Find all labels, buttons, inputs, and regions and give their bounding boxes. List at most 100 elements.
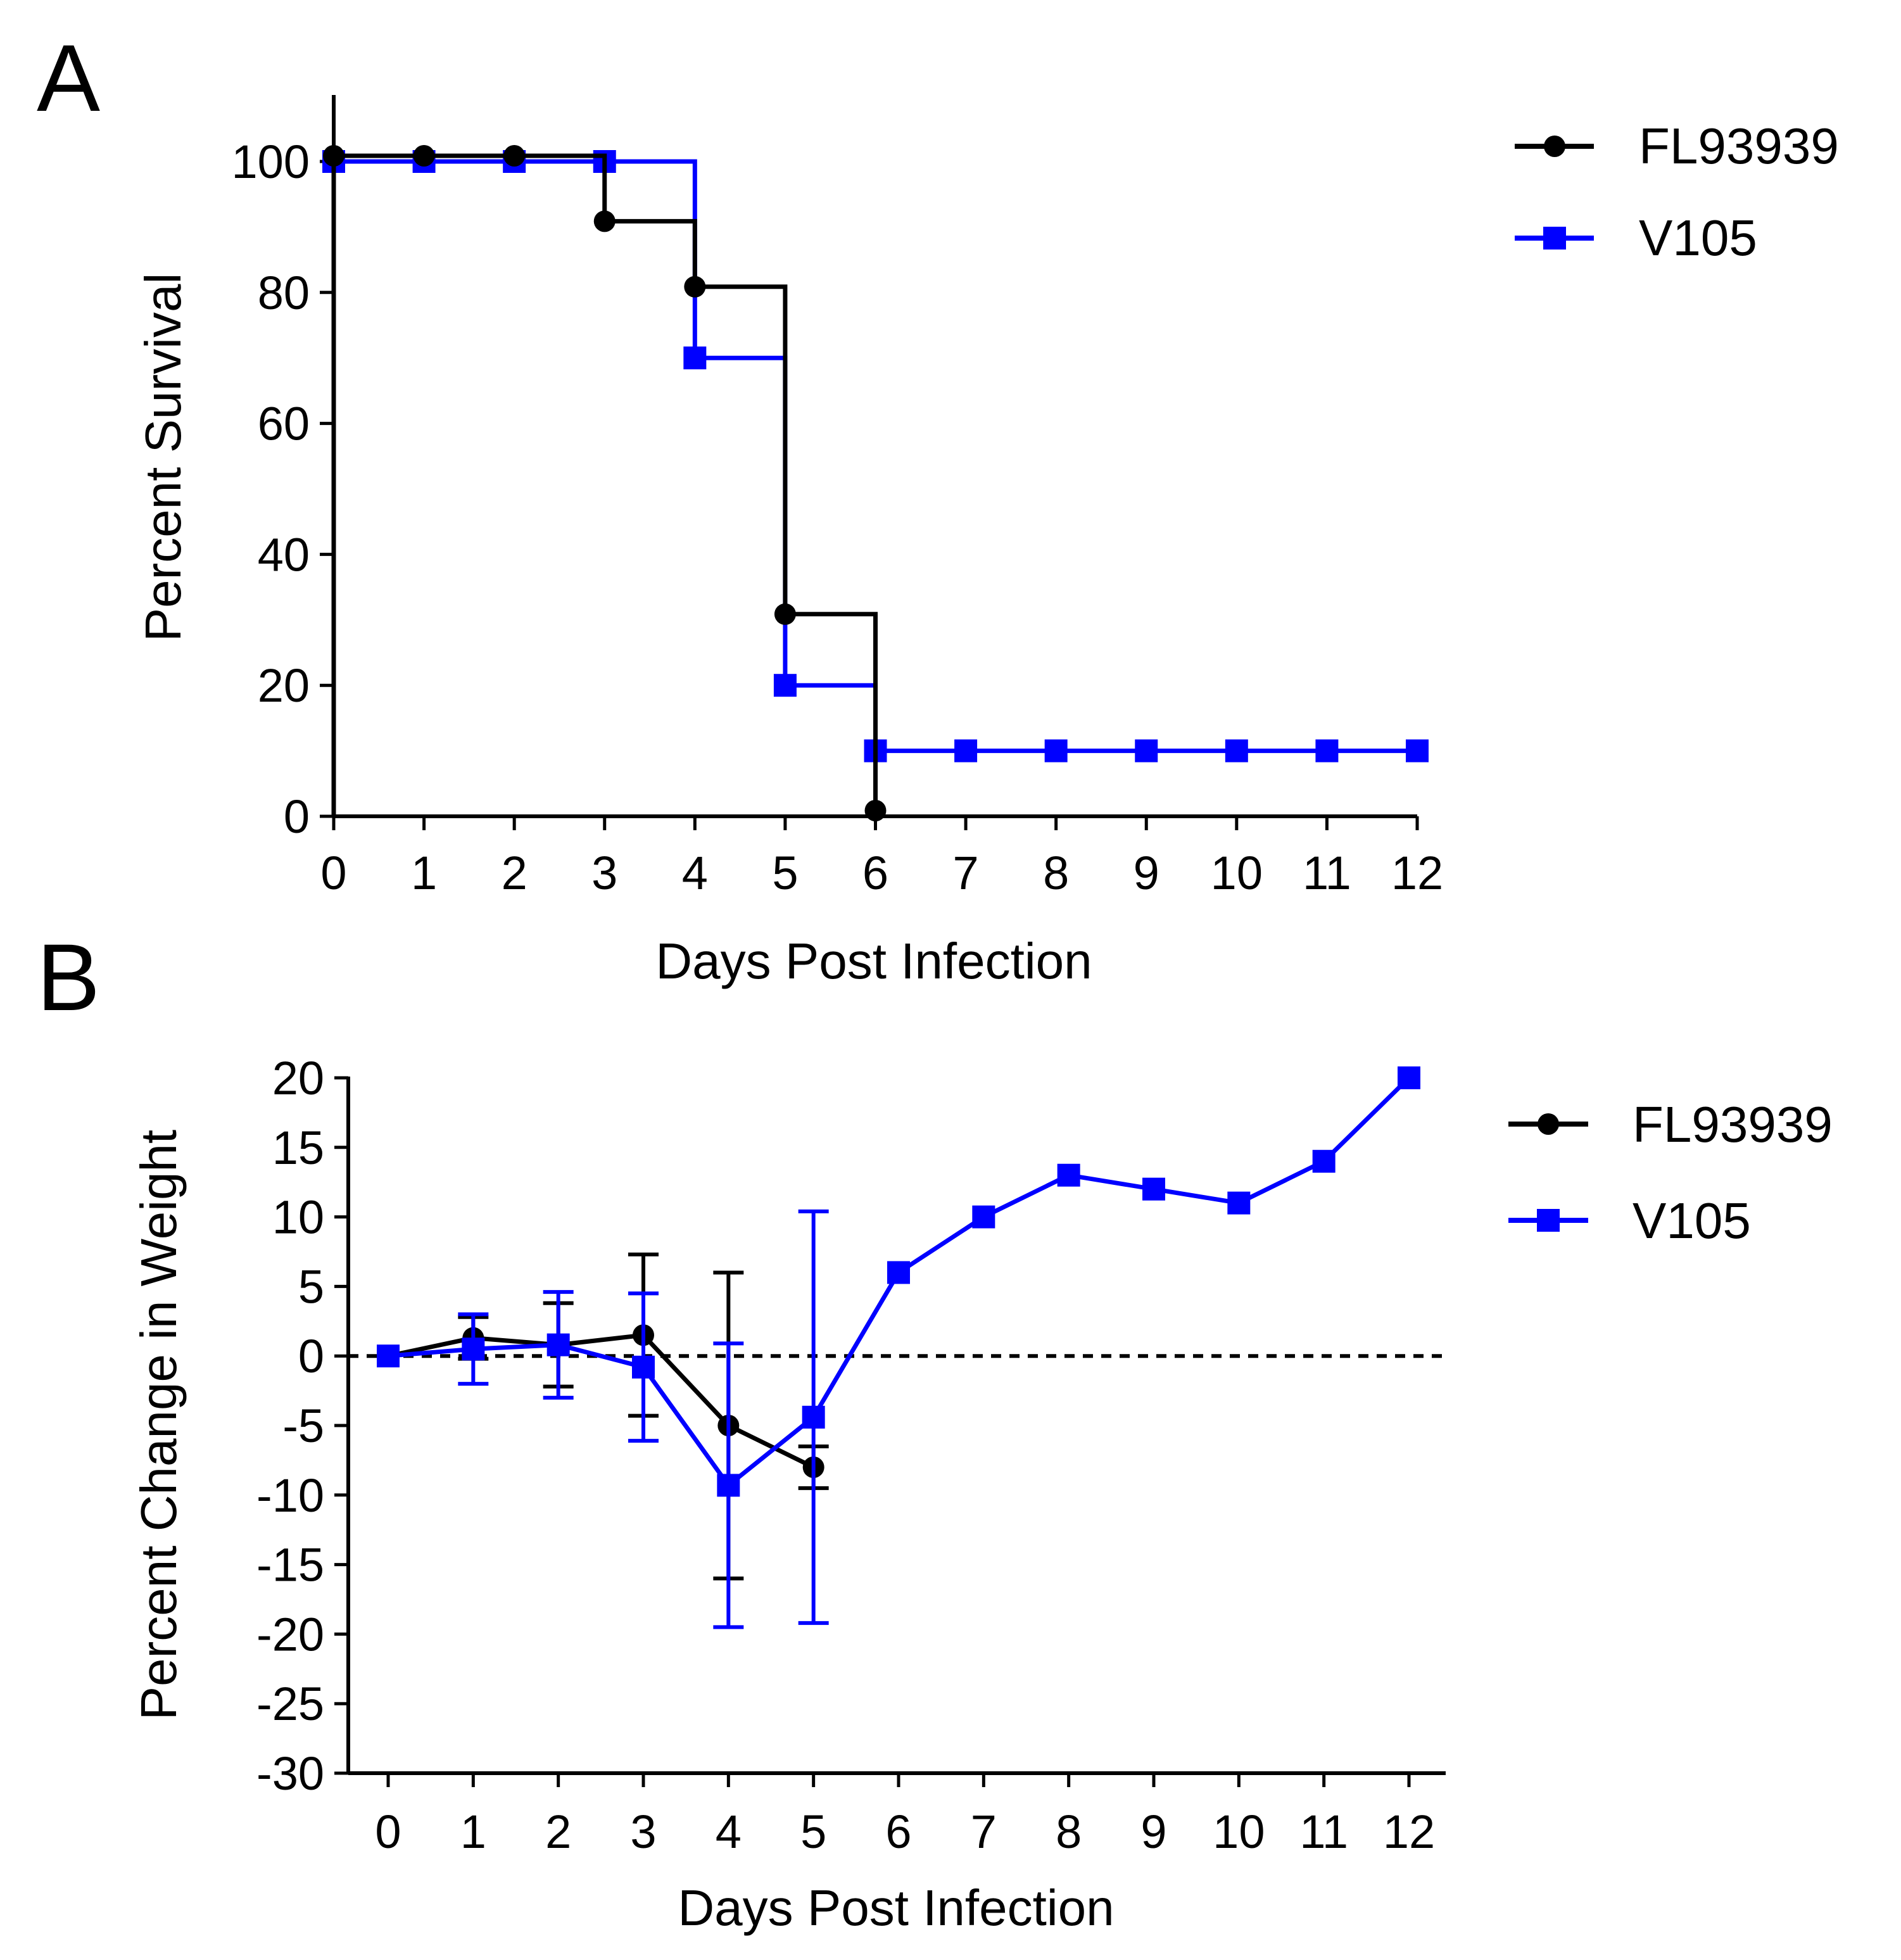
panel-a-legend-label-v105: V105 xyxy=(1639,210,1757,266)
panel-a-x-tick-label: 8 xyxy=(1043,847,1069,899)
panel-a-point-fl93939 xyxy=(864,800,887,821)
panel-b-y-ticks: 20 15 10 5 0 -5 -10 -15 -20 -25 -30 xyxy=(256,1052,348,1800)
panel-a-x-tick-label: 9 xyxy=(1134,847,1159,899)
panel-b-y-tick-label: -25 xyxy=(256,1678,324,1730)
panel-b-point-v105 xyxy=(717,1474,740,1497)
panel-a-legend: FL93939 V105 xyxy=(1515,118,1839,266)
panel-b-line-fl93939 xyxy=(388,1332,815,1470)
panel-a-point-v105 xyxy=(1315,739,1339,762)
panel-b-legend-label-fl93939: FL93939 xyxy=(1633,1096,1833,1153)
panel-b-x-tick-label: 6 xyxy=(885,1805,911,1858)
panel-b-y-tick-label: -5 xyxy=(282,1400,324,1452)
panel-a-point-v105 xyxy=(1044,739,1068,762)
panel-b-x-tick-label: 8 xyxy=(1056,1805,1082,1858)
panel-a-x-tick-label: 12 xyxy=(1391,847,1443,899)
panel-a-legend-label-fl93939: FL93939 xyxy=(1639,118,1839,174)
panel-a-x-tick-label: 7 xyxy=(953,847,979,899)
panel-b-x-tick-label: 9 xyxy=(1140,1805,1166,1858)
panel-b-x-tick-label: 11 xyxy=(1299,1805,1348,1858)
panel-a-point-fl93939 xyxy=(503,145,526,167)
panel-b-point-v105 xyxy=(377,1344,400,1368)
panel-b-x-tick-label: 0 xyxy=(375,1805,401,1858)
panel-b-point-v105 xyxy=(1142,1177,1165,1201)
panel-a-y-ticks: 0 20 40 60 80 100 xyxy=(232,136,334,843)
panel-a-y-tick-label: 0 xyxy=(284,790,310,843)
panel-b-y-tick-label: -10 xyxy=(256,1469,324,1522)
panel-b-legend-item-v105: V105 xyxy=(1508,1192,1751,1249)
panel-b-x-ticks: 0 1 2 3 4 5 6 7 8 9 10 11 12 xyxy=(375,1773,1435,1858)
panel-b-weight-chart: B 20 15 10 5 0 -5 -10 -15 -20 -25 -30 0 1 2 3 4 5 6 7 8 9 10… xyxy=(37,924,1833,1936)
panel-b-point-v105 xyxy=(1398,1066,1420,1089)
panel-b-point-v105 xyxy=(887,1261,910,1284)
panel-a-x-tick-label: 11 xyxy=(1303,847,1351,899)
panel-a-point-fl93939 xyxy=(323,145,344,167)
panel-b-y-tick-label: -20 xyxy=(256,1608,324,1660)
panel-a-y-tick-label: 60 xyxy=(258,398,310,450)
panel-a-y-tick-label: 100 xyxy=(232,136,310,188)
panel-a-legend-marker-v105 xyxy=(1543,227,1566,250)
panel-a-point-fl93939 xyxy=(684,275,706,298)
panel-b-y-axis-title: Percent Change in Weight xyxy=(130,1130,187,1720)
panel-a-legend-item-fl93939: FL93939 xyxy=(1515,118,1839,174)
panel-a-line-fl93939 xyxy=(331,153,878,816)
panel-a-point-fl93939 xyxy=(774,603,796,625)
panel-b-y-tick-label: -30 xyxy=(256,1747,324,1800)
panel-b-legend-marker-fl93939 xyxy=(1538,1113,1559,1135)
panel-a-x-ticks: 0 1 2 3 4 5 6 7 8 9 10 11 12 xyxy=(320,816,1443,899)
panel-b-x-axis-title: Days Post Infection xyxy=(678,1880,1114,1936)
panel-a-y-tick-label: 40 xyxy=(258,528,310,581)
panel-b-point-v105 xyxy=(1227,1191,1251,1215)
panel-b-x-tick-label: 2 xyxy=(545,1805,571,1858)
panel-b-point-v105 xyxy=(1057,1163,1080,1187)
panel-a-x-tick-label: 10 xyxy=(1211,847,1263,899)
panel-b-point-v105 xyxy=(632,1355,655,1379)
panel-b-x-tick-label: 5 xyxy=(800,1805,826,1858)
panel-b-x-tick-label: 4 xyxy=(716,1805,742,1858)
panel-a-x-tick-label: 2 xyxy=(502,847,527,899)
panel-a-point-v105 xyxy=(1225,739,1248,762)
panel-a-label: A xyxy=(37,25,100,131)
panel-a-point-v105 xyxy=(1406,739,1429,762)
panel-b-y-tick-label: -15 xyxy=(256,1539,324,1591)
panel-b-point-v105 xyxy=(546,1333,570,1356)
panel-a-point-v105 xyxy=(954,739,978,762)
panel-b-legend-marker-v105 xyxy=(1537,1209,1560,1232)
panel-a-y-tick-label: 20 xyxy=(258,659,310,712)
panel-b-y-tick-label: 10 xyxy=(272,1191,324,1244)
panel-a-x-axis-title: Days Post Infection xyxy=(655,933,1092,989)
panel-b-series xyxy=(377,1066,1420,1629)
panel-a-legend-marker-fl93939 xyxy=(1544,136,1565,157)
panel-b-legend: FL93939 V105 xyxy=(1508,1096,1833,1249)
panel-a-x-tick-label: 0 xyxy=(320,847,346,899)
panel-b-y-tick-label: 5 xyxy=(298,1260,324,1313)
panel-b-point-v105 xyxy=(462,1337,485,1361)
panel-b-y-tick-label: 0 xyxy=(298,1330,324,1382)
panel-a-point-fl93939 xyxy=(593,210,616,232)
panel-b-point-v105 xyxy=(972,1205,995,1229)
panel-a-legend-item-v105: V105 xyxy=(1515,210,1757,266)
panel-b-legend-label-v105: V105 xyxy=(1633,1192,1751,1249)
panel-b-y-tick-label: 15 xyxy=(272,1122,324,1174)
panel-b-legend-item-fl93939: FL93939 xyxy=(1508,1096,1833,1153)
panel-a-x-tick-label: 3 xyxy=(591,847,617,899)
panel-a-x-tick-label: 6 xyxy=(862,847,888,899)
panel-b-point-v105 xyxy=(802,1405,825,1429)
panel-a-point-v105 xyxy=(683,346,707,370)
panel-b-x-tick-label: 7 xyxy=(971,1805,997,1858)
panel-b-label: B xyxy=(37,924,100,1030)
panel-b-point-v105 xyxy=(1312,1149,1336,1173)
panel-a-y-axis-title: Percent Survival xyxy=(135,273,191,642)
panel-a-point-v105 xyxy=(773,674,797,697)
panel-b-x-tick-label: 3 xyxy=(630,1805,656,1858)
panel-a-point-v105 xyxy=(1135,739,1158,762)
panel-a-x-tick-label: 4 xyxy=(682,847,708,899)
panel-b-x-tick-label: 1 xyxy=(460,1805,486,1858)
panel-a-y-tick-label: 80 xyxy=(258,267,310,319)
panel-b-y-tick-label: 20 xyxy=(272,1052,324,1104)
panel-b-x-tick-label: 10 xyxy=(1213,1805,1265,1858)
panel-a-x-tick-label: 1 xyxy=(411,847,437,899)
panel-a-series xyxy=(322,145,1429,821)
panel-a-point-fl93939 xyxy=(413,145,435,167)
